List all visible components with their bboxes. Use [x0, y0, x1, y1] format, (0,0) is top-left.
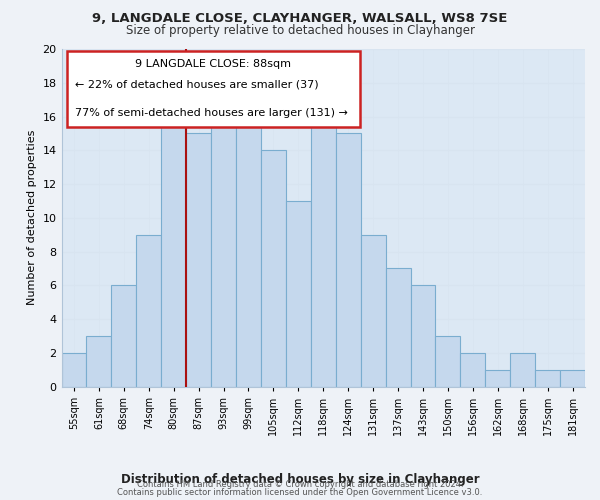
FancyBboxPatch shape	[67, 50, 360, 126]
Text: Contains HM Land Registry data © Crown copyright and database right 2024.: Contains HM Land Registry data © Crown c…	[137, 480, 463, 489]
Bar	[336, 134, 361, 386]
Bar	[386, 268, 410, 386]
Bar	[211, 100, 236, 387]
Text: Contains public sector information licensed under the Open Government Licence v3: Contains public sector information licen…	[118, 488, 482, 497]
Text: ← 22% of detached houses are smaller (37): ← 22% of detached houses are smaller (37…	[74, 80, 318, 90]
Bar	[261, 150, 286, 386]
Bar	[485, 370, 510, 386]
Bar	[510, 353, 535, 386]
Text: Distribution of detached houses by size in Clayhanger: Distribution of detached houses by size …	[121, 472, 479, 486]
Text: 9, LANGDALE CLOSE, CLAYHANGER, WALSALL, WS8 7SE: 9, LANGDALE CLOSE, CLAYHANGER, WALSALL, …	[92, 12, 508, 26]
Bar	[311, 116, 336, 386]
Bar	[460, 353, 485, 386]
Bar	[436, 336, 460, 386]
Y-axis label: Number of detached properties: Number of detached properties	[27, 130, 37, 306]
Text: Size of property relative to detached houses in Clayhanger: Size of property relative to detached ho…	[125, 24, 475, 37]
Bar	[186, 134, 211, 386]
Bar	[560, 370, 585, 386]
Bar	[361, 234, 386, 386]
Bar	[112, 286, 136, 386]
Bar	[136, 234, 161, 386]
Bar	[410, 286, 436, 386]
Bar	[286, 201, 311, 386]
Bar	[535, 370, 560, 386]
Bar	[236, 116, 261, 386]
Bar	[86, 336, 112, 386]
Text: 9 LANGDALE CLOSE: 88sqm: 9 LANGDALE CLOSE: 88sqm	[136, 59, 292, 69]
Bar	[161, 100, 186, 387]
Bar	[62, 353, 86, 386]
Text: 77% of semi-detached houses are larger (131) →: 77% of semi-detached houses are larger (…	[74, 108, 347, 118]
